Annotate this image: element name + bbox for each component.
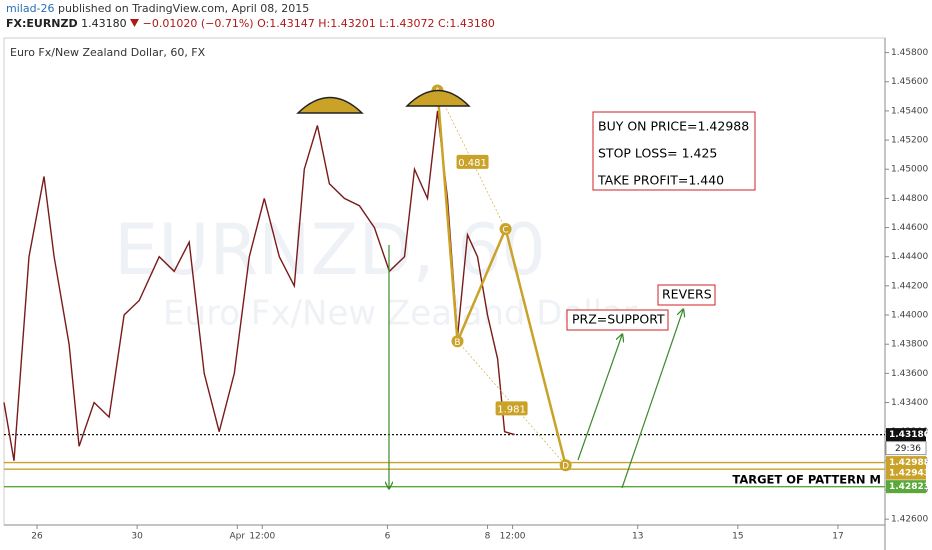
quote-line: FX:EURNZD 1.43180 −0.01020 (−0.71%) O:1.… (6, 17, 495, 30)
top-hat-2 (405, 89, 471, 107)
symbol: FX:EURNZD (6, 17, 78, 30)
pattern-line (436, 90, 567, 466)
stop-note: STOP LOSS= 1.425 (598, 146, 717, 161)
arrow-up-2 (621, 310, 683, 489)
high: H:1.43201 (318, 17, 376, 30)
pattern-label: D (562, 462, 569, 472)
y-tick-label: 1.43400 (891, 398, 928, 408)
level-tag-label: 1.42823 (889, 482, 930, 492)
low: L:1.43072 (379, 17, 435, 30)
top-hat-1 (296, 96, 364, 114)
pattern-point (451, 335, 464, 348)
publish-line: milad-26 published on TradingView.com, A… (6, 2, 309, 15)
y-tick-label: 1.44800 (891, 194, 928, 204)
level-tag-label: 1.42988 (889, 458, 930, 468)
trade-box (592, 111, 756, 191)
level-tag (886, 466, 926, 480)
last-price: 1.43180 (81, 17, 127, 30)
y-tick-label: 1.44400 (891, 252, 928, 262)
change: −0.01020 (−0.71%) (142, 17, 254, 30)
pattern-point (559, 459, 572, 472)
ratio-box (495, 401, 528, 416)
x-tick-label: 12:00 (500, 532, 526, 542)
profit-note: TAKE PROFIT=1.440 (597, 173, 724, 188)
level-tag-label: 1.42943 (889, 469, 930, 479)
pattern-label: B (454, 338, 460, 348)
countdown-tag (885, 441, 927, 456)
y-tick-label: 1.45000 (891, 165, 928, 175)
y-tick-label: 1.45800 (891, 48, 928, 58)
pattern-guide (457, 341, 566, 466)
y-tick-label: 1.42600 (891, 515, 928, 525)
prz-box (566, 309, 669, 331)
y-tick-label: 1.45400 (891, 106, 928, 116)
published: published on TradingView.com, April 08, … (58, 2, 310, 15)
x-tick-label: 26 (31, 532, 43, 542)
revers-box (657, 284, 716, 306)
open: O:1.43147 (257, 17, 315, 30)
down-icon (130, 19, 140, 27)
x-tick-label: 12:00 (249, 532, 275, 542)
y-tick-label: 1.45200 (891, 136, 928, 146)
y-tick-label: 1.43600 (891, 369, 928, 379)
x-tick-label: Apr (229, 532, 245, 542)
close: C:1.43180 (438, 17, 495, 30)
prz-note: PRZ=SUPPORT (572, 312, 665, 327)
ratio-box (456, 154, 489, 169)
y-tick-label: 1.44000 (891, 311, 928, 321)
author[interactable]: milad-26 (6, 2, 55, 15)
y-tick-label: 1.45600 (891, 77, 928, 87)
pattern-label: C (502, 226, 508, 236)
x-tick-label: 6 (385, 532, 391, 542)
x-tick-label: 15 (732, 532, 743, 542)
target-note: TARGET OF PATTERN M (732, 473, 881, 487)
x-tick-label: 8 (485, 532, 491, 542)
x-tick-label: 17 (832, 532, 843, 542)
level-tag (886, 480, 926, 494)
watermark-sub: Euro Fx/New Zealand Dollar (163, 294, 637, 334)
y-tick-label: 1.44600 (891, 223, 928, 233)
countdown: 29:36 (895, 444, 921, 454)
arrow-up-1 (577, 335, 622, 461)
revers-note: REVERS (662, 287, 712, 302)
x-tick-label: 13 (632, 532, 643, 542)
level-tag-label: 1.43180 (889, 430, 930, 440)
level-tag (886, 428, 926, 442)
buy-note: BUY ON PRICE=1.42988 (598, 119, 749, 134)
y-tick-label: 1.43800 (891, 340, 928, 350)
ratio-label: 1.981 (497, 404, 526, 415)
x-tick-label: 30 (131, 532, 143, 542)
y-tick-label: 1.44200 (891, 281, 928, 291)
level-tag (886, 456, 926, 470)
chart-title: Euro Fx/New Zealand Dollar, 60, FX (10, 46, 206, 59)
ratio-label: 0.481 (458, 158, 487, 169)
pattern-point (499, 223, 512, 236)
